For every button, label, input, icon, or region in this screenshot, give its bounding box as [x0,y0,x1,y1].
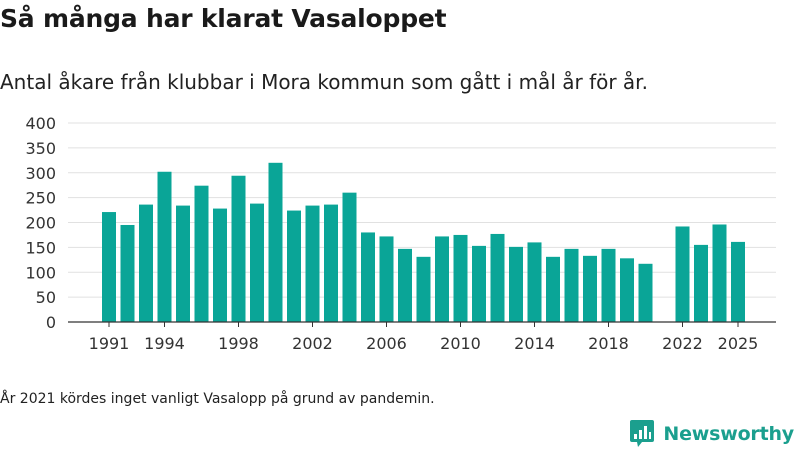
bar [453,234,468,322]
x-tick-label: 2010 [440,334,481,353]
bar [139,204,153,322]
bar [620,258,634,322]
x-tick-label: 2006 [366,334,407,353]
brand-logo[interactable]: Newsworthy [629,418,794,450]
bar [731,241,745,322]
bar [231,175,246,322]
bar [157,171,172,322]
bar [287,210,301,322]
y-tick-label: 350 [25,139,56,158]
bar [472,245,486,322]
brand-name: Newsworthy [663,423,794,445]
x-tick-label: 2014 [514,334,555,353]
bar [546,256,560,322]
bar [250,203,264,322]
bar [305,205,320,322]
y-tick-label: 100 [25,263,56,282]
bar [675,226,690,322]
bar [601,248,616,322]
bar [194,185,209,322]
x-tick-label: 2002 [292,334,333,353]
chart-title: Så många har klarat Vasaloppet [0,4,447,33]
bar [324,204,338,322]
bar [416,256,431,322]
x-tick-label: 2025 [718,334,759,353]
y-tick-label: 300 [25,164,56,183]
bar [638,263,653,322]
bar [342,192,357,322]
chart-subtitle: Antal åkare från klubbar i Mora kommun s… [0,70,648,94]
bar [564,248,579,322]
y-tick-label: 200 [25,214,56,233]
bar [379,236,394,322]
y-tick-label: 400 [25,114,56,133]
bar [176,205,190,322]
y-tick-label: 0 [46,313,56,332]
y-tick-label: 150 [25,238,56,257]
x-tick-label: 1991 [89,334,130,353]
y-tick-label: 250 [25,189,56,208]
bar [398,248,412,322]
bar [583,255,597,322]
bar [268,162,283,322]
x-tick-label: 2022 [662,334,703,353]
bar [120,224,135,322]
x-tick-label: 2018 [588,334,629,353]
bar [213,208,227,322]
x-tick-label: 1994 [144,334,185,353]
bar-chart: 0 50 100 150 200 250 300 350 400 1991 1994 1998 200… [25,114,776,353]
bar [102,212,116,322]
bars [102,162,745,322]
bar [490,233,505,322]
y-tick-label: 50 [36,288,56,307]
bar [694,244,708,322]
x-tick-label: 1998 [218,334,259,353]
bar [712,224,727,322]
bar [435,236,449,322]
x-axis: 1991 1994 1998 2002 2006 2010 2014 2018 2022 2025 [68,321,776,353]
footnote: År 2021 kördes inget vanligt Vasalopp på… [0,391,435,407]
newsworthy-logo-icon [630,420,655,447]
bar [527,242,542,322]
bar [509,246,523,322]
y-axis-tick-labels: 0 50 100 150 200 250 300 350 400 [25,114,56,332]
bar [361,232,375,322]
